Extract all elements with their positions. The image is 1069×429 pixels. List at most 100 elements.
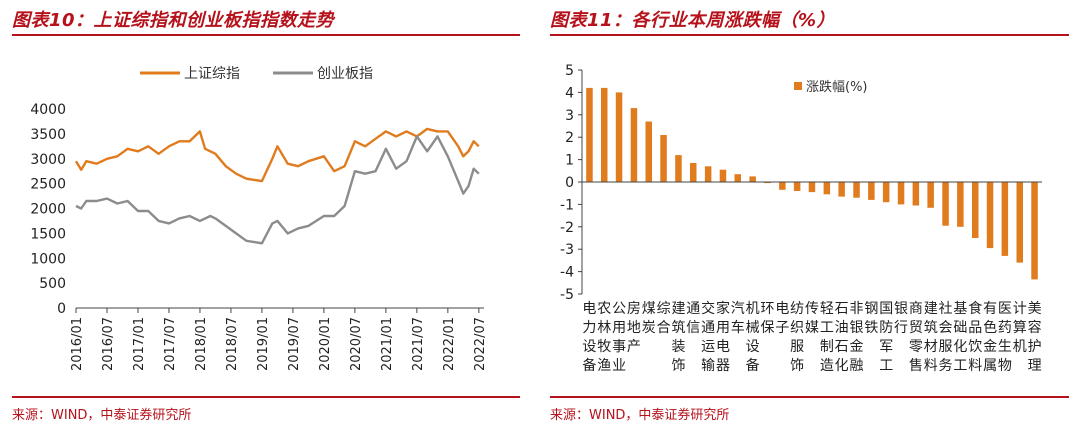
bar xyxy=(630,108,638,182)
bar xyxy=(912,182,920,206)
category-label: 纺织服饰 xyxy=(790,301,804,374)
bar xyxy=(897,182,905,205)
x-tick-label: 2019/07 xyxy=(287,317,302,371)
y-tick-label: -4 xyxy=(560,265,574,281)
category-label: 国防军工 xyxy=(879,301,893,374)
category-label: 电子 xyxy=(775,301,789,336)
bar xyxy=(942,182,949,226)
bar xyxy=(853,182,860,198)
y-tick-label: 1000 xyxy=(30,251,66,267)
x-tick-label: 2016/07 xyxy=(101,317,116,371)
source-note: 来源：WIND，中泰证券研究所 xyxy=(550,408,730,423)
bar xyxy=(838,182,845,197)
bar xyxy=(719,169,727,182)
category-label: 通信 xyxy=(686,301,700,336)
y-tick-label: 3 xyxy=(565,108,574,124)
y-tick-label: 2 xyxy=(565,130,574,146)
y-tick-label: 1500 xyxy=(30,226,66,242)
x-tick-label: 2022/01 xyxy=(442,317,457,371)
category-label: 食品饮料 xyxy=(968,300,982,374)
bar xyxy=(1001,182,1009,256)
y-tick-label: -2 xyxy=(560,220,574,236)
bar xyxy=(704,166,712,182)
category-label: 机械设备 xyxy=(746,301,760,374)
bar xyxy=(690,163,697,182)
bar xyxy=(601,87,608,182)
y-tick-label: -1 xyxy=(560,197,574,213)
chart-title: 图表10：上证综指和创业板指指数走势 xyxy=(12,10,335,31)
category-label: 环保 xyxy=(760,301,774,336)
bar xyxy=(868,182,875,200)
source-rule xyxy=(550,396,1069,398)
bar xyxy=(675,155,682,182)
chart-title: 图表11：各行业本周涨跌幅（%） xyxy=(550,10,836,31)
y-tick-label: 5 xyxy=(565,63,574,79)
bar xyxy=(823,182,831,195)
y-tick-label: 3000 xyxy=(30,152,66,168)
category-label: 钢铁 xyxy=(864,301,878,336)
y-tick-label: 0 xyxy=(565,175,574,191)
bar xyxy=(1031,182,1038,280)
bar xyxy=(586,87,593,182)
y-tick-label: -5 xyxy=(560,287,574,303)
x-tick-label: 2017/01 xyxy=(132,317,147,371)
y-tick-label: 1 xyxy=(565,153,574,169)
index-line-chart: 0 500 1000 1500 2000 2500 3000 3500 4000 2016/01 2… xyxy=(30,66,488,371)
bar xyxy=(927,182,934,208)
bar xyxy=(749,176,756,182)
bar xyxy=(808,182,816,193)
category-label: 石油石化 xyxy=(835,301,849,374)
category-label: 商贸零售 xyxy=(909,301,923,374)
title-rule xyxy=(12,34,520,36)
x-tick-label: 2022/07 xyxy=(473,317,488,371)
category-label: 计算机 xyxy=(1013,301,1027,355)
category-label: 房地产 xyxy=(627,301,641,355)
category-label: 有色金属 xyxy=(983,301,997,374)
category-label: 电力设备 xyxy=(582,301,596,374)
category-label: 医药生物 xyxy=(998,301,1012,374)
title-rule xyxy=(550,34,1069,36)
bar xyxy=(957,182,964,227)
x-tick-label: 2020/07 xyxy=(349,317,364,371)
category-label: 传媒 xyxy=(805,301,819,336)
category-label: 农林牧渔 xyxy=(597,301,611,374)
bar xyxy=(764,182,771,184)
x-tick-label: 2018/07 xyxy=(225,317,240,371)
y-tick-label: 4 xyxy=(565,85,574,101)
x-tick-label: 2021/01 xyxy=(380,317,395,371)
y-tick-label: 4000 xyxy=(30,102,66,118)
category-label: 轻工制造 xyxy=(820,301,834,374)
source-rule xyxy=(12,396,520,398)
category-label: 建筑材料 xyxy=(924,301,938,374)
category-label: 非银金融 xyxy=(850,301,864,374)
category-label: 社会服务 xyxy=(939,301,953,374)
legend-swatch xyxy=(794,82,802,90)
bar xyxy=(972,182,979,238)
legend-label: 涨跌幅(%) xyxy=(806,79,868,95)
series-line xyxy=(74,127,480,183)
legend-label: 上证综指 xyxy=(184,66,240,82)
bar xyxy=(734,174,741,182)
bar xyxy=(986,182,994,249)
category-label: 美容护理 xyxy=(1028,301,1042,374)
x-tick-label: 2020/01 xyxy=(318,317,333,371)
category-label: 银行 xyxy=(894,301,908,336)
bar xyxy=(1016,182,1023,263)
bar xyxy=(615,92,623,182)
industry-bar-chart: -5 -4 -3 -2 -1 0 1 2 3 4 5 涨跌幅(%) 电力设备农林牧渔公用事业房地产煤炭综… xyxy=(560,63,1042,374)
x-tick-label: 2017/07 xyxy=(163,317,178,371)
y-tick-label: 2500 xyxy=(30,177,66,193)
bar xyxy=(793,182,801,191)
x-tick-label: 2019/01 xyxy=(256,317,271,371)
y-tick-label: 2000 xyxy=(30,202,66,218)
bar xyxy=(660,135,667,182)
x-tick-label: 2021/07 xyxy=(411,317,426,371)
source-note: 来源：WIND，中泰证券研究所 xyxy=(12,408,192,423)
category-label: 煤炭 xyxy=(642,301,656,336)
x-tick-label: 2018/01 xyxy=(194,317,209,371)
category-label: 家用电器 xyxy=(716,300,730,374)
category-label: 公用事业 xyxy=(612,301,626,374)
panel-index-trend: 图表10：上证综指和创业板指指数走势 0 500 1000 1500 2000 2500 3… xyxy=(0,0,520,429)
x-tick-label: 2016/01 xyxy=(70,317,85,371)
y-tick-label: -3 xyxy=(560,242,574,258)
